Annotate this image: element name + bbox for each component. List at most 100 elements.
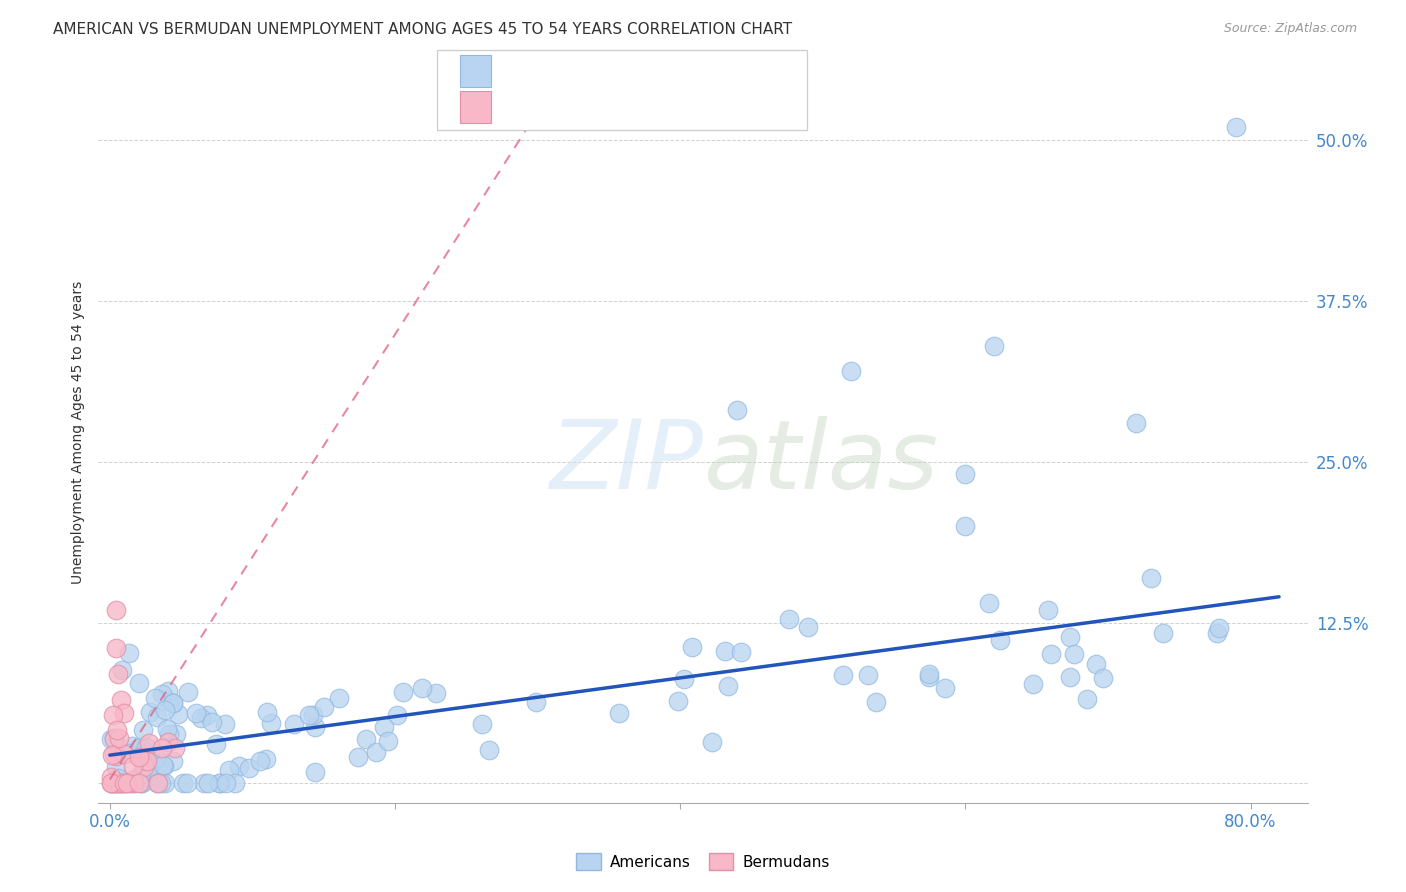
Point — [918, 667, 941, 681]
Point — [607, 706, 630, 720]
Point — [129, 768, 152, 782]
Point — [1125, 416, 1147, 430]
Point — [104, 602, 127, 616]
Point — [104, 776, 127, 790]
Point — [702, 735, 724, 749]
Point — [983, 339, 1005, 353]
Point — [157, 694, 180, 708]
Point — [122, 772, 145, 787]
Point — [101, 776, 124, 790]
Point — [138, 764, 160, 778]
Point — [120, 776, 142, 790]
Point — [190, 711, 212, 725]
Point — [312, 699, 335, 714]
Point — [172, 776, 194, 790]
Point — [156, 683, 179, 698]
Point — [139, 770, 162, 784]
Point — [193, 776, 215, 790]
Point — [104, 748, 127, 763]
Text: ZIP: ZIP — [550, 416, 703, 508]
Point — [156, 722, 179, 736]
Point — [215, 776, 238, 790]
Point — [666, 694, 689, 708]
Point — [100, 776, 122, 790]
Point — [249, 754, 271, 768]
Point — [152, 687, 174, 701]
Text: atlas: atlas — [703, 416, 938, 508]
Point — [858, 667, 880, 681]
Point — [157, 727, 180, 741]
Point — [165, 740, 187, 755]
Point — [256, 706, 278, 720]
Point — [112, 706, 135, 720]
Point — [107, 776, 129, 790]
Text: AMERICAN VS BERMUDAN UNEMPLOYMENT AMONG AGES 45 TO 54 YEARS CORRELATION CHART: AMERICAN VS BERMUDAN UNEMPLOYMENT AMONG … — [53, 22, 793, 37]
Point — [105, 723, 128, 738]
Point — [100, 770, 122, 784]
Point — [298, 708, 321, 723]
Point — [132, 723, 155, 738]
Point — [177, 685, 200, 699]
Point — [103, 747, 125, 761]
Point — [1091, 672, 1114, 686]
Point — [111, 776, 134, 790]
Point — [131, 776, 153, 790]
Point — [478, 743, 501, 757]
Point — [1084, 657, 1107, 671]
Point — [100, 731, 122, 746]
Point — [128, 676, 150, 690]
Legend: Americans, Bermudans: Americans, Bermudans — [569, 847, 837, 877]
Point — [157, 735, 180, 749]
Point — [1140, 570, 1163, 584]
Point — [103, 731, 125, 746]
Point — [977, 597, 1000, 611]
Point — [1040, 647, 1063, 661]
Point — [1152, 626, 1174, 640]
Point — [208, 776, 231, 790]
Text: R =: R = — [503, 61, 543, 78]
Point — [101, 776, 124, 790]
Point — [132, 760, 155, 774]
Point — [228, 758, 250, 772]
Point — [136, 754, 159, 768]
Point — [176, 776, 198, 790]
Point — [118, 646, 141, 660]
Point — [347, 750, 370, 764]
Point — [101, 748, 124, 763]
Point — [214, 717, 236, 731]
Point — [201, 715, 224, 730]
Point — [385, 707, 408, 722]
Point — [150, 756, 173, 770]
Point — [725, 403, 748, 417]
Point — [356, 732, 378, 747]
Point — [197, 776, 219, 790]
Text: R =: R = — [503, 97, 543, 115]
Point — [108, 776, 131, 790]
Point — [162, 696, 184, 710]
Point — [865, 695, 887, 709]
Point — [224, 776, 246, 790]
Point — [131, 753, 153, 767]
Text: N =: N = — [626, 97, 665, 115]
Point — [138, 736, 160, 750]
Point — [934, 681, 956, 695]
Point — [138, 705, 160, 719]
Point — [778, 611, 800, 625]
Point — [104, 759, 127, 773]
Point — [524, 695, 547, 709]
Point — [150, 776, 173, 790]
Point — [304, 720, 326, 734]
Point — [184, 706, 207, 721]
Point — [831, 667, 853, 681]
Text: 129: 129 — [672, 61, 706, 78]
Point — [127, 774, 149, 789]
Point — [103, 707, 125, 722]
Point — [283, 717, 305, 731]
Point — [108, 731, 131, 746]
Point — [146, 776, 169, 790]
Point — [100, 776, 122, 790]
Point — [377, 734, 399, 748]
Point — [471, 717, 494, 731]
Point — [797, 620, 820, 634]
Point — [1225, 120, 1247, 134]
